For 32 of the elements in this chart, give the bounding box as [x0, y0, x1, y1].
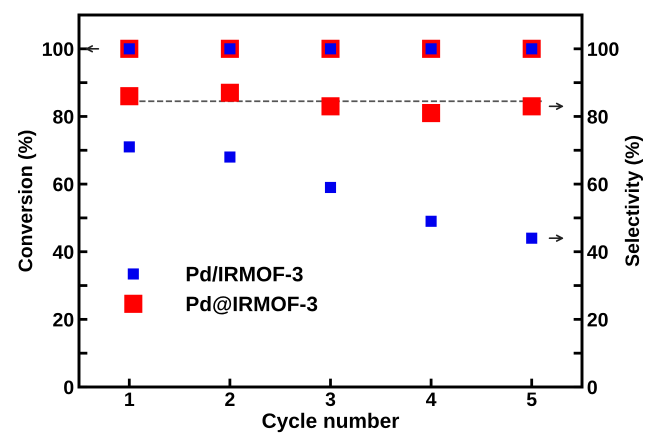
- point: [526, 232, 538, 244]
- y2-tick-label: 0: [588, 380, 597, 394]
- y2-tick-label: 20: [588, 312, 608, 327]
- x-tick-label: 2: [225, 392, 235, 406]
- point: [422, 104, 440, 122]
- y-tick-label: 60: [53, 178, 74, 192]
- point: [321, 97, 340, 116]
- point: [120, 87, 138, 106]
- y-tick-label: 0: [64, 380, 74, 394]
- x-tick-label: 4: [426, 392, 436, 406]
- y2-tick-label: 60: [588, 178, 608, 192]
- point: [522, 97, 541, 116]
- y-tick-label: 100: [42, 42, 74, 56]
- y-axis-title: Conversion (%): [18, 130, 36, 272]
- y-tick-label: 40: [52, 245, 74, 259]
- legend-label: Pd@IRMOF-3: [186, 296, 318, 314]
- point: [426, 216, 437, 227]
- x-tick-label: 3: [326, 392, 336, 406]
- y2-tick-label: 100: [588, 42, 619, 56]
- point: [324, 182, 336, 194]
- y-tick-label: 20: [53, 312, 74, 327]
- x-tick-label: 1: [125, 392, 134, 406]
- point: [124, 141, 135, 152]
- y2-axis-title: Selectivity (%): [624, 136, 643, 266]
- point: [220, 84, 239, 102]
- y2-tick-label: 40: [587, 245, 608, 259]
- legend-label: Pd/IRMOF-3: [186, 266, 303, 282]
- x-axis-title: Cycle number: [262, 412, 400, 432]
- point: [224, 151, 236, 163]
- y2-tick-label: 80: [587, 110, 608, 124]
- y-tick-label: 80: [53, 110, 74, 124]
- x-tick-label: 5: [526, 392, 537, 406]
